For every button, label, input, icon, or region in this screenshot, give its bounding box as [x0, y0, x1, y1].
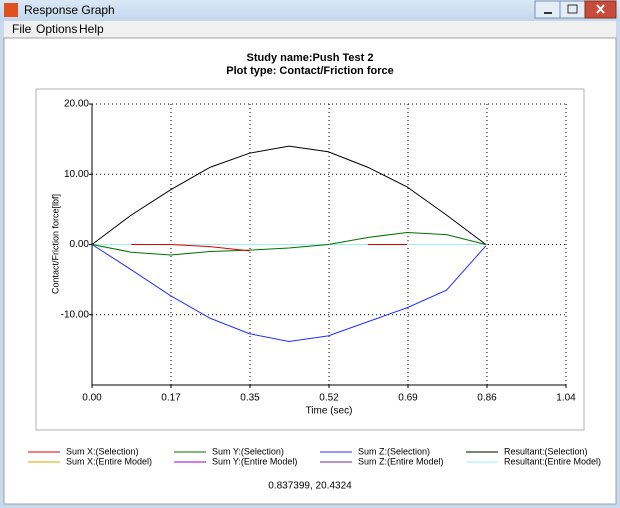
y-tick-label: -10.00 — [61, 309, 90, 320]
app-icon — [4, 3, 18, 17]
maximize-button[interactable] — [559, 0, 586, 19]
close-glyph — [596, 4, 605, 14]
series-line — [91, 145, 487, 245]
x-tick-label: 0.69 — [398, 393, 418, 404]
x-tick-label: 0.00 — [82, 393, 102, 404]
maximize-glyph — [567, 4, 578, 14]
series-line — [131, 244, 408, 252]
y-tick-label: 10.00 — [64, 169, 89, 180]
legend-label: Sum X:(Selection) — [66, 446, 139, 456]
x-tick-label: 0.35 — [240, 393, 260, 404]
window-title: Response Graph — [24, 3, 115, 17]
chart-subtitle: Plot type: Contact/Friction force — [226, 65, 393, 77]
client-area — [3, 37, 617, 505]
legend-label: Sum X:(Entire Model) — [66, 456, 152, 466]
minimize-button[interactable] — [534, 0, 561, 19]
menu-bar — [4, 21, 616, 38]
menu-item[interactable]: Help — [79, 22, 104, 36]
series-line — [91, 232, 486, 256]
series-line — [91, 244, 487, 342]
legend-label: Sum Z:(Selection) — [358, 446, 430, 456]
legend-label: Sum Z:(Entire Model) — [358, 456, 444, 466]
legend-label: Resultant:(Selection) — [504, 446, 588, 456]
x-axis-label: Time (sec) — [306, 406, 353, 417]
legend-label: Sum Y:(Selection) — [212, 446, 284, 456]
legend-label: Resultant:(Entire Model) — [504, 456, 601, 466]
menu-item[interactable]: File — [12, 22, 32, 36]
x-tick-label: 0.86 — [477, 393, 497, 404]
y-tick-label: 0.00 — [70, 239, 90, 250]
status-text: 0.837399, 20.4324 — [268, 481, 352, 492]
y-tick-label: 20.00 — [64, 99, 89, 110]
x-tick-label: 0.17 — [161, 393, 181, 404]
chart-title: Study name:Push Test 2 — [247, 52, 374, 64]
x-tick-label: 0.52 — [319, 393, 339, 404]
menu-item[interactable]: Options — [36, 22, 77, 36]
y-axis-label: Contact/Friction force[lbf] — [50, 194, 60, 294]
legend-label: Sum Y:(Entire Model) — [212, 456, 297, 466]
title-bar — [0, 0, 620, 21]
chart-frame — [35, 88, 585, 431]
x-tick-label: 1.04 — [556, 393, 576, 404]
